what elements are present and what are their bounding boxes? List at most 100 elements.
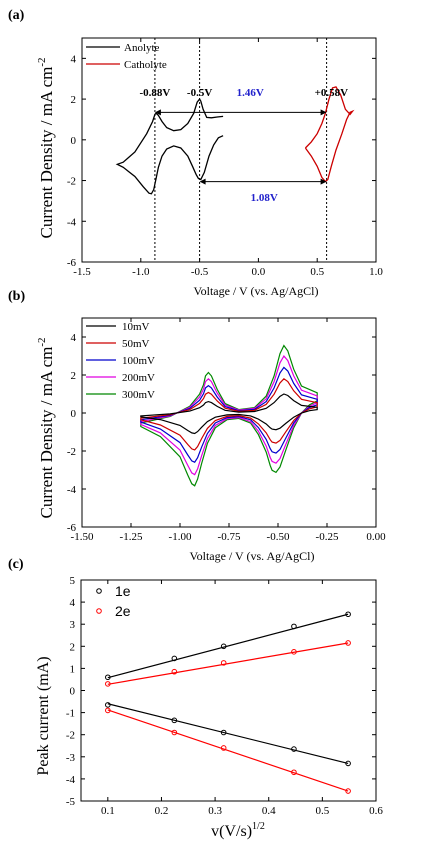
panel-c-point bbox=[291, 623, 297, 630]
panel-c-xlabel: v(V/s)1/2 bbox=[211, 821, 265, 840]
panel-b-xtick-label: -1.00 bbox=[169, 531, 192, 543]
panel-c-series bbox=[105, 611, 351, 794]
panel-b-xtick-label: -0.50 bbox=[267, 531, 290, 543]
panel-b-xlabel: Voltage / V (vs. Ag/AgCl) bbox=[189, 549, 314, 563]
panel-a-annotation: 1.46V bbox=[237, 87, 264, 99]
panel-c-ytick-label: 2 bbox=[70, 641, 76, 653]
panel-c-axes: 0.1 0.2 0.3 0.4 0.5 0.6 -5 -4 -3 -2 -1 0 1 2 3 4 5 bbox=[66, 575, 384, 817]
panel-c-point bbox=[345, 640, 351, 646]
panel-c-ytick-label: -5 bbox=[66, 796, 76, 808]
panel-a-annotation: -0.5V bbox=[187, 87, 212, 99]
panel-a-legend-label: Anolyte bbox=[124, 42, 160, 54]
svg-text:Current Density / mA cm-2: Current Density / mA cm-2 bbox=[36, 337, 56, 518]
panel-b-ytick-label: 0 bbox=[71, 408, 77, 420]
panel-a-annotation: -0.88V bbox=[139, 87, 170, 99]
panel-a-xlabel: Voltage / V (vs. Ag/AgCl) bbox=[193, 284, 318, 298]
panel-c-ytick-label: -1 bbox=[66, 708, 75, 720]
panel-b-xtick-label: 0.00 bbox=[366, 531, 386, 543]
panel-b-label: (b) bbox=[8, 289, 25, 304]
panel-a-xtick-label: -1.5 bbox=[73, 266, 91, 278]
panel-a-ytick-label: -6 bbox=[67, 257, 77, 269]
panel-c-label: (c) bbox=[8, 557, 24, 572]
panel-a-ylabel: Current Density / mA cm-2 bbox=[36, 57, 56, 238]
panel-a-xtick-label: 1.0 bbox=[369, 266, 383, 278]
panel-a-frame bbox=[81, 37, 377, 263]
panel-b-xtick-label: -1.50 bbox=[71, 531, 94, 543]
panel-b-ytick-label: -6 bbox=[67, 522, 77, 534]
panel-c-ytick-label: 1 bbox=[70, 663, 76, 675]
panel-b-xtick-label: -0.25 bbox=[316, 531, 339, 543]
panel-a-guides bbox=[154, 38, 328, 262]
panel-c-ytick-label: 4 bbox=[70, 597, 76, 609]
panel-a-ytick-label: 0 bbox=[71, 135, 77, 147]
panel-a-series-0 bbox=[115, 97, 224, 195]
panel-c-ytick-label: -2 bbox=[66, 730, 75, 742]
panel-a-xtick-label: 0.5 bbox=[310, 266, 324, 278]
panel-c-point bbox=[345, 611, 351, 618]
panel-c-ytick-label: 3 bbox=[70, 619, 76, 631]
panel-c-point bbox=[291, 746, 297, 752]
panel-a-xtick-label: 0.0 bbox=[252, 266, 266, 278]
panel-b-series-1 bbox=[140, 378, 318, 451]
panel-b-series-3 bbox=[140, 354, 318, 476]
panel-c-point bbox=[171, 729, 178, 736]
panel-a-xtick-label: -0.5 bbox=[191, 266, 209, 278]
panel-c-xtick-label: 0.3 bbox=[208, 805, 222, 817]
panel-b-ylabel-text: Current Density / mA cm bbox=[37, 347, 56, 519]
panel-c-ytick-label: 0 bbox=[70, 686, 76, 698]
panel-c-ytick-label: 5 bbox=[70, 575, 76, 587]
panel-a-arrow-head bbox=[199, 178, 206, 185]
panel-b-ytick-label: 2 bbox=[71, 370, 77, 382]
panel-c: (c) Peak current (mA) v(V/s)1/2 0.1 0.2 0.… bbox=[8, 557, 383, 840]
svg-text:Current Density / mA cm-2: Current Density / mA cm-2 bbox=[36, 57, 56, 238]
panel-a-series-1 bbox=[304, 86, 355, 183]
panel-c-legend-marker bbox=[96, 588, 102, 594]
panel-c-xtick-label: 0.4 bbox=[262, 805, 276, 817]
panel-b-series-4 bbox=[140, 344, 318, 487]
panel-a-xtick-label: -1.0 bbox=[132, 266, 150, 278]
panel-c-ytick-label: -4 bbox=[66, 774, 76, 786]
panel-b-ytick-label: 4 bbox=[71, 332, 77, 344]
panel-c-point bbox=[220, 660, 227, 666]
panel-b-series bbox=[140, 344, 318, 487]
panel-a-arrow-head bbox=[320, 109, 327, 116]
panel-c-point bbox=[105, 702, 111, 708]
panel-b-legend-label: 50mV bbox=[122, 338, 150, 350]
panel-b-ylabel-sup: -2 bbox=[36, 337, 48, 346]
panel-b-xtick-label: -1.25 bbox=[120, 531, 143, 543]
panel-a-ytick-label: -2 bbox=[67, 176, 76, 188]
panel-c-fit-line bbox=[107, 613, 349, 679]
panel-c-point bbox=[220, 745, 227, 751]
panel-c-point bbox=[345, 760, 351, 767]
panel-c-point bbox=[291, 769, 297, 776]
panel-c-legend-label: 1e bbox=[115, 583, 131, 599]
panel-c-point bbox=[171, 655, 178, 662]
panel-b-ylabel: Current Density / mA cm-2 bbox=[36, 337, 56, 518]
panel-c-point bbox=[105, 681, 111, 687]
panel-b-axes: -1.50 -1.25 -1.00 -0.75 -0.50 -0.25 0.00 -6 -4 -2… bbox=[67, 317, 386, 543]
panel-c-point bbox=[171, 668, 178, 675]
panel-b-xtick-label: -0.75 bbox=[218, 531, 241, 543]
svg-text:v(V/s)1/2: v(V/s)1/2 bbox=[211, 821, 265, 840]
panel-b-ytick-label: -2 bbox=[67, 446, 76, 458]
panel-a-label: (a) bbox=[8, 8, 25, 23]
panel-c-legend-label: 2e bbox=[115, 603, 131, 619]
panel-c-xtick-label: 0.6 bbox=[369, 805, 383, 817]
panel-a-ylabel-text: Current Density / mA cm bbox=[37, 67, 56, 239]
panel-c-point bbox=[345, 788, 351, 794]
panel-b-legend-label: 100mV bbox=[122, 355, 155, 367]
panel-c-fit-line bbox=[107, 709, 349, 792]
panel-a-annotation: 1.08V bbox=[251, 192, 278, 204]
panel-c-fit-line bbox=[107, 703, 349, 765]
panel-a-axes: -1.5 -1.0 -0.5 0.0 0.5 1.0 -6 -4 -2 0 2 4 bbox=[67, 37, 383, 278]
panel-b-series-0 bbox=[140, 393, 318, 435]
panel-c-point bbox=[171, 717, 178, 724]
panel-b: (b) Current Density / mA cm-2 Voltage / … bbox=[8, 289, 386, 563]
panel-c-point bbox=[291, 649, 297, 655]
panel-b-legend-label: 300mV bbox=[122, 389, 155, 401]
panel-c-xtick-label: 0.2 bbox=[155, 805, 169, 817]
panel-a-legend: Anolyte Catholyte bbox=[86, 42, 167, 71]
panel-c-fit-line bbox=[107, 642, 349, 685]
